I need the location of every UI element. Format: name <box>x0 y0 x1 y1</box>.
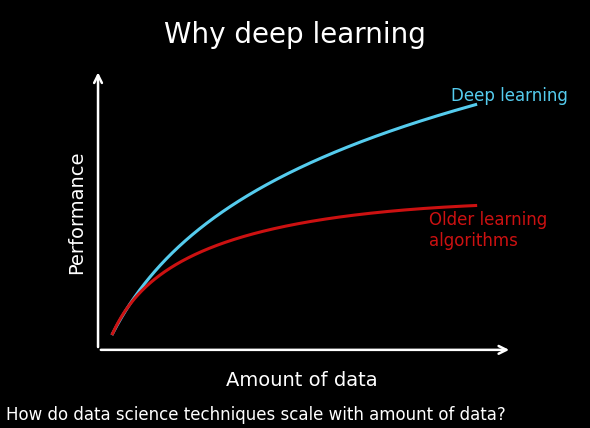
Text: How do data science techniques scale with amount of data?: How do data science techniques scale wit… <box>6 406 506 424</box>
Text: Why deep learning: Why deep learning <box>164 21 426 49</box>
Text: Amount of data: Amount of data <box>225 372 377 390</box>
Text: Older learning
algorithms: Older learning algorithms <box>429 211 548 250</box>
Text: Deep learning: Deep learning <box>451 87 568 105</box>
Text: Performance: Performance <box>67 151 86 274</box>
